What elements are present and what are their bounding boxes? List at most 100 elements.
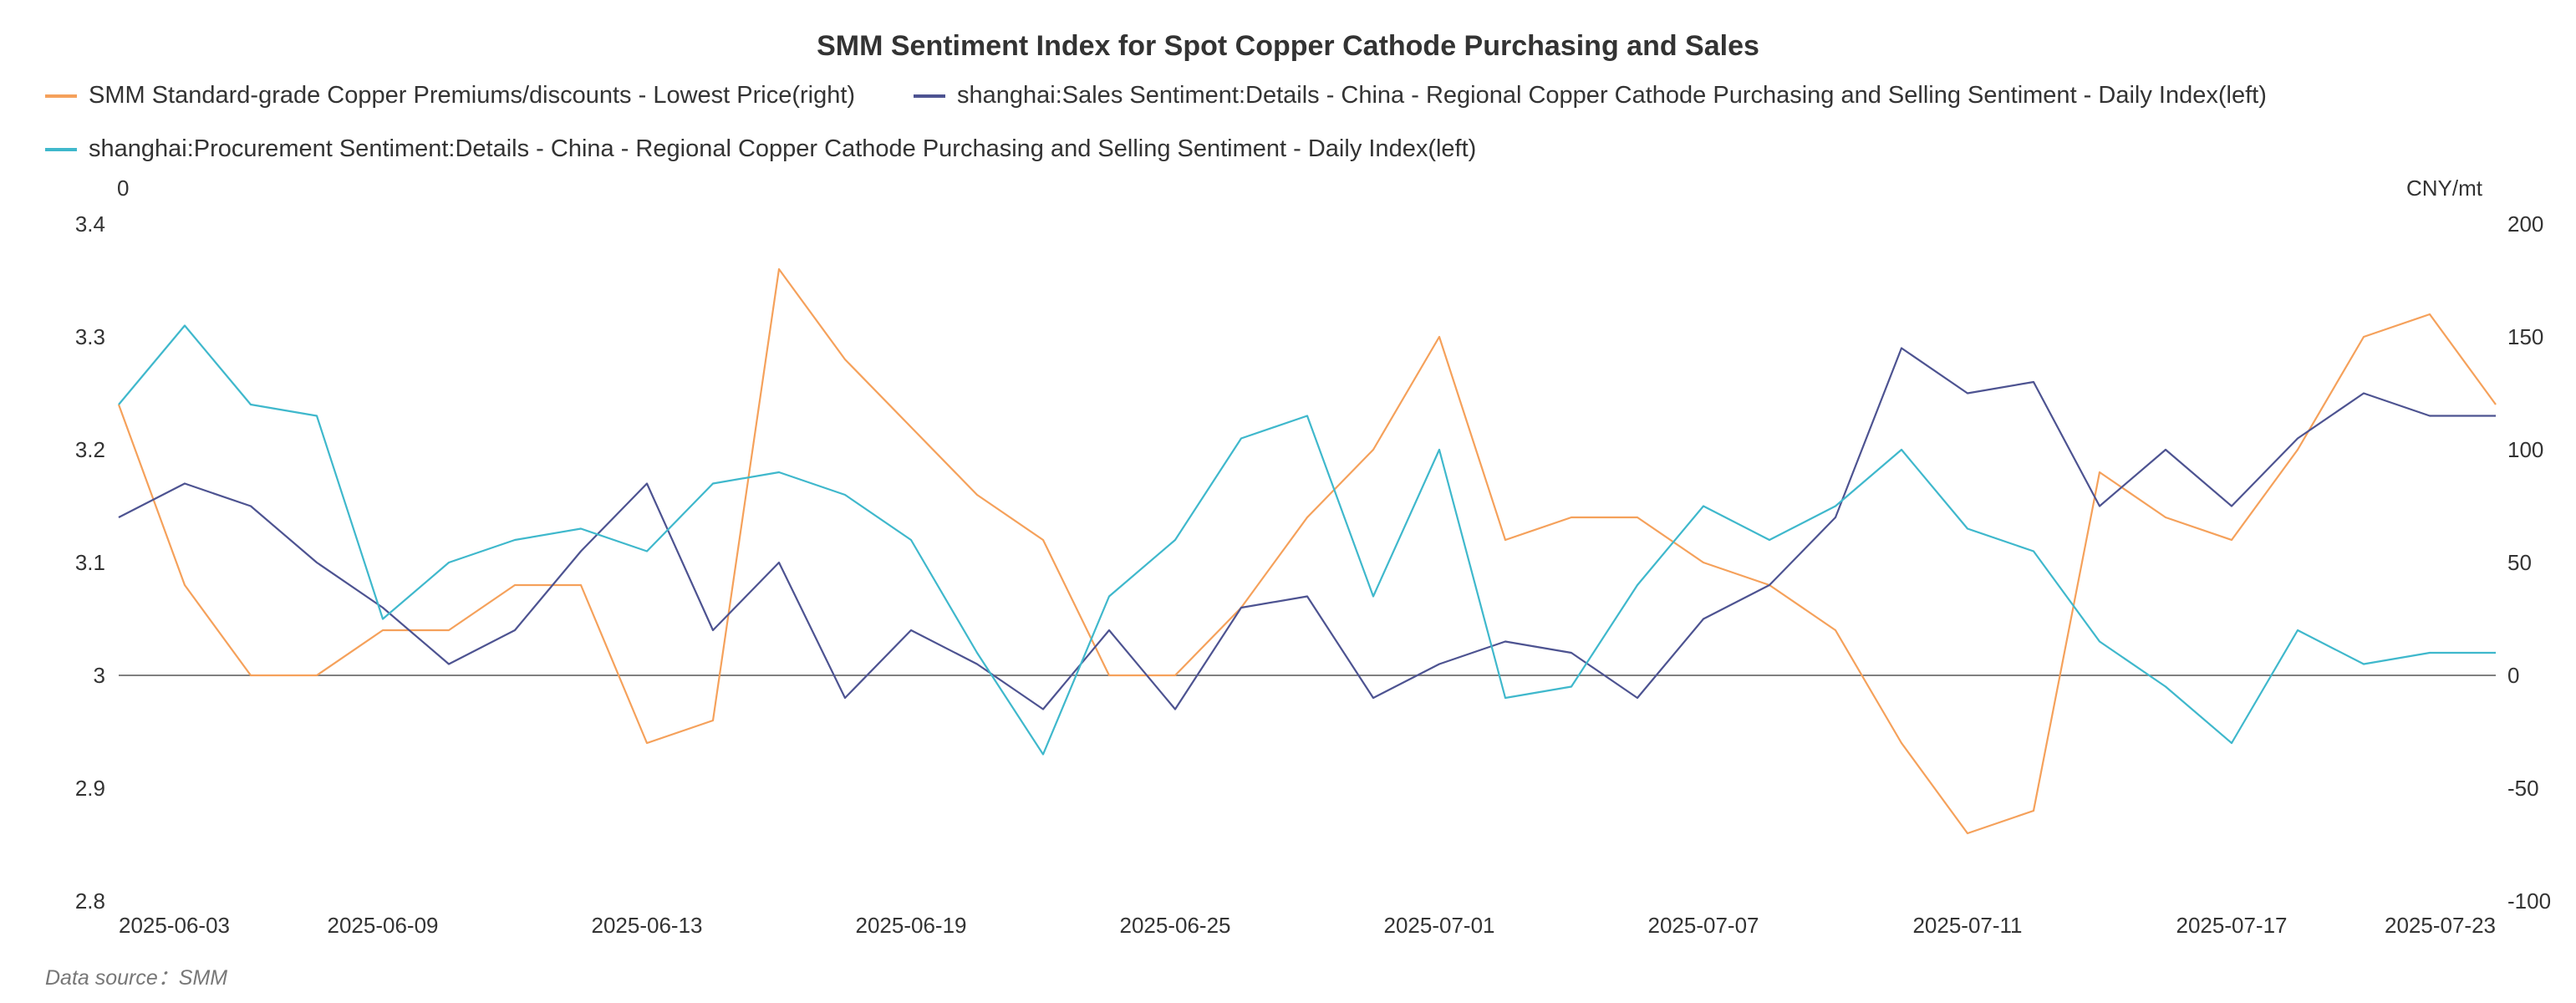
data-point-sales-sentiment[interactable]: [1702, 618, 1705, 621]
data-point-premiums[interactable]: [1107, 674, 1111, 677]
data-point-procurement-sentiment[interactable]: [975, 651, 979, 654]
data-point-premiums[interactable]: [381, 629, 384, 632]
data-point-sales-sentiment[interactable]: [1372, 696, 1375, 700]
data-point-procurement-sentiment[interactable]: [2494, 651, 2497, 654]
data-point-premiums[interactable]: [1966, 832, 1969, 835]
data-point-procurement-sentiment[interactable]: [1768, 538, 1771, 542]
data-point-procurement-sentiment[interactable]: [447, 561, 451, 564]
data-point-procurement-sentiment[interactable]: [1834, 505, 1837, 508]
data-point-procurement-sentiment[interactable]: [1372, 595, 1375, 598]
data-point-procurement-sentiment[interactable]: [909, 538, 913, 542]
data-point-sales-sentiment[interactable]: [1504, 640, 1507, 644]
data-point-sales-sentiment[interactable]: [645, 482, 649, 486]
data-point-procurement-sentiment[interactable]: [1900, 448, 1903, 451]
data-point-procurement-sentiment[interactable]: [249, 403, 252, 406]
data-point-procurement-sentiment[interactable]: [1636, 583, 1639, 587]
data-point-premiums[interactable]: [2362, 335, 2365, 339]
data-point-procurement-sentiment[interactable]: [381, 618, 384, 621]
data-point-sales-sentiment[interactable]: [1834, 516, 1837, 519]
data-point-premiums[interactable]: [975, 493, 979, 496]
data-point-premiums[interactable]: [1834, 629, 1837, 632]
data-point-premiums[interactable]: [1504, 538, 1507, 542]
legend-item-premiums[interactable]: SMM Standard-grade Copper Premiums/disco…: [45, 82, 855, 109]
data-point-sales-sentiment[interactable]: [1768, 583, 1771, 587]
data-point-sales-sentiment[interactable]: [117, 516, 120, 519]
data-point-procurement-sentiment[interactable]: [843, 493, 847, 496]
data-point-premiums[interactable]: [1636, 516, 1639, 519]
data-point-procurement-sentiment[interactable]: [579, 527, 583, 531]
series-line-premiums[interactable]: [117, 267, 2497, 835]
data-point-sales-sentiment[interactable]: [1570, 651, 1573, 654]
data-point-premiums[interactable]: [1570, 516, 1573, 519]
data-point-procurement-sentiment[interactable]: [183, 324, 186, 328]
data-point-premiums[interactable]: [447, 629, 451, 632]
data-point-sales-sentiment[interactable]: [579, 550, 583, 553]
data-point-sales-sentiment[interactable]: [2428, 415, 2431, 418]
data-point-procurement-sentiment[interactable]: [777, 471, 781, 474]
data-point-procurement-sentiment[interactable]: [711, 482, 715, 486]
data-point-procurement-sentiment[interactable]: [1504, 696, 1507, 700]
data-point-premiums[interactable]: [645, 741, 649, 745]
data-point-procurement-sentiment[interactable]: [1702, 505, 1705, 508]
data-point-premiums[interactable]: [579, 583, 583, 587]
data-point-premiums[interactable]: [909, 425, 913, 429]
data-point-sales-sentiment[interactable]: [1636, 696, 1639, 700]
data-point-sales-sentiment[interactable]: [2230, 505, 2233, 508]
data-point-sales-sentiment[interactable]: [381, 606, 384, 609]
legend-item-sales-sentiment[interactable]: shanghai:Sales Sentiment:Details - China…: [914, 82, 2267, 109]
data-point-premiums[interactable]: [2230, 538, 2233, 542]
data-point-procurement-sentiment[interactable]: [315, 415, 318, 418]
data-point-procurement-sentiment[interactable]: [117, 403, 120, 406]
data-point-procurement-sentiment[interactable]: [2032, 550, 2035, 553]
data-point-premiums[interactable]: [2428, 313, 2431, 316]
data-point-premiums[interactable]: [249, 674, 252, 677]
data-point-sales-sentiment[interactable]: [1173, 708, 1177, 711]
data-point-procurement-sentiment[interactable]: [1966, 527, 1969, 531]
data-point-sales-sentiment[interactable]: [513, 629, 517, 632]
data-point-procurement-sentiment[interactable]: [1041, 753, 1045, 756]
data-point-sales-sentiment[interactable]: [2098, 505, 2101, 508]
data-point-sales-sentiment[interactable]: [2032, 380, 2035, 384]
data-point-premiums[interactable]: [2494, 403, 2497, 406]
data-point-procurement-sentiment[interactable]: [2098, 640, 2101, 644]
data-point-premiums[interactable]: [1438, 335, 1441, 339]
data-point-procurement-sentiment[interactable]: [2362, 663, 2365, 666]
data-point-procurement-sentiment[interactable]: [2296, 629, 2299, 632]
data-point-sales-sentiment[interactable]: [249, 505, 252, 508]
data-point-premiums[interactable]: [1306, 516, 1309, 519]
data-point-procurement-sentiment[interactable]: [513, 538, 517, 542]
data-point-sales-sentiment[interactable]: [975, 663, 979, 666]
legend-item-procurement-sentiment[interactable]: shanghai:Procurement Sentiment:Details -…: [45, 135, 1476, 163]
data-point-sales-sentiment[interactable]: [2296, 437, 2299, 440]
data-point-premiums[interactable]: [2296, 448, 2299, 451]
data-point-procurement-sentiment[interactable]: [645, 550, 649, 553]
data-point-sales-sentiment[interactable]: [2494, 415, 2497, 418]
data-point-sales-sentiment[interactable]: [1107, 629, 1111, 632]
data-point-premiums[interactable]: [1702, 561, 1705, 564]
data-point-premiums[interactable]: [183, 583, 186, 587]
data-point-procurement-sentiment[interactable]: [1240, 437, 1243, 440]
data-point-sales-sentiment[interactable]: [909, 629, 913, 632]
data-point-procurement-sentiment[interactable]: [2164, 685, 2167, 689]
data-point-sales-sentiment[interactable]: [777, 561, 781, 564]
data-point-procurement-sentiment[interactable]: [1570, 685, 1573, 689]
data-point-sales-sentiment[interactable]: [1240, 606, 1243, 609]
data-point-sales-sentiment[interactable]: [1041, 708, 1045, 711]
data-point-sales-sentiment[interactable]: [711, 629, 715, 632]
data-point-premiums[interactable]: [2098, 471, 2101, 474]
data-point-premiums[interactable]: [2164, 516, 2167, 519]
data-point-sales-sentiment[interactable]: [447, 663, 451, 666]
data-point-premiums[interactable]: [843, 358, 847, 361]
data-point-premiums[interactable]: [1372, 448, 1375, 451]
data-point-premiums[interactable]: [1900, 741, 1903, 745]
data-point-procurement-sentiment[interactable]: [1107, 595, 1111, 598]
data-point-sales-sentiment[interactable]: [315, 561, 318, 564]
data-point-procurement-sentiment[interactable]: [2230, 741, 2233, 745]
data-point-sales-sentiment[interactable]: [1438, 663, 1441, 666]
data-point-procurement-sentiment[interactable]: [1438, 448, 1441, 451]
series-line-procurement-sentiment[interactable]: [118, 324, 2496, 756]
data-point-procurement-sentiment[interactable]: [1173, 538, 1177, 542]
data-point-sales-sentiment[interactable]: [1966, 392, 1969, 395]
data-point-premiums[interactable]: [1041, 538, 1045, 542]
data-point-procurement-sentiment[interactable]: [1306, 415, 1309, 418]
